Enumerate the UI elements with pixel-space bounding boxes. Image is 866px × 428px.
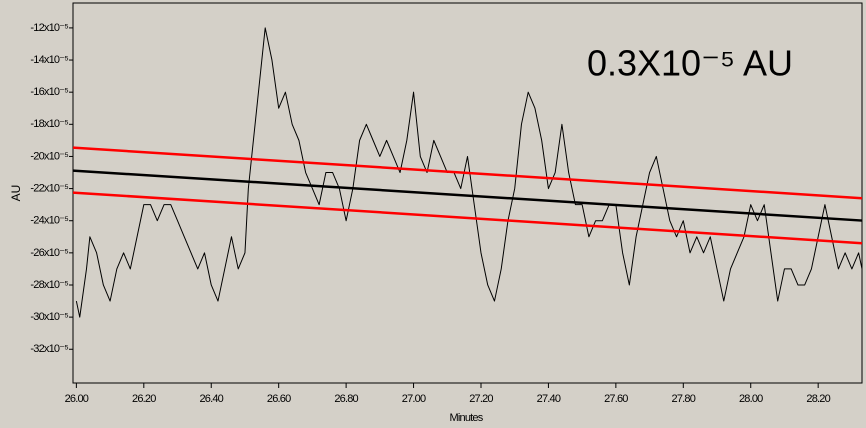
y-tick-label: -28x10⁻⁵ [30, 279, 68, 291]
series-line [72, 146, 863, 200]
series-line [72, 169, 863, 222]
y-tick-label: -16x10⁻⁵ [30, 86, 68, 98]
y-tick-label: -22x10⁻⁵ [30, 182, 68, 194]
series-line [72, 191, 863, 245]
x-tick-label: 27.80 [672, 393, 696, 405]
x-axis-label: Minutes [450, 412, 484, 424]
y-tick-label: -14x10⁻⁵ [30, 54, 68, 66]
x-tick-label: 26.80 [334, 393, 358, 405]
x-tick-label: 27.00 [402, 393, 426, 405]
x-tick-label: 27.40 [537, 393, 561, 405]
x-tick-label: 27.20 [469, 393, 493, 405]
x-tick-label: 26.20 [132, 393, 156, 405]
plot-area [72, 2, 863, 384]
x-tick-label: 28.20 [806, 393, 830, 405]
y-tick-label: -18x10⁻⁵ [30, 118, 68, 130]
y-axis-label: AU [9, 185, 23, 202]
y-tick-label: -20x10⁻⁵ [30, 150, 68, 162]
y-tick-label: -12x10⁻⁵ [30, 22, 68, 34]
y-tick-label: -30x10⁻⁵ [30, 311, 68, 323]
x-tick-label: 28.00 [739, 393, 763, 405]
x-tick-label: 26.60 [267, 393, 291, 405]
y-tick-label: -32x10⁻⁵ [30, 343, 68, 355]
x-tick-label: 26.00 [65, 393, 89, 405]
x-tick-label: 27.60 [604, 393, 628, 405]
x-tick-label: 26.40 [199, 393, 223, 405]
y-tick-label: -24x10⁻⁵ [30, 215, 68, 227]
y-tick-label: -26x10⁻⁵ [30, 247, 68, 259]
annotation: 0.3X10⁻⁵ AU [587, 43, 793, 84]
